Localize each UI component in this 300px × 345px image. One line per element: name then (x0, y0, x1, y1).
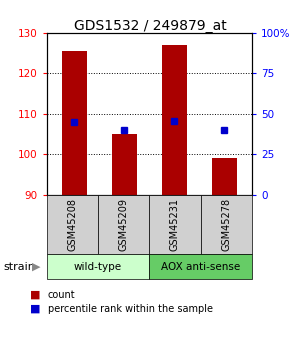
Text: AOX anti-sense: AOX anti-sense (161, 262, 240, 272)
Text: wild-type: wild-type (74, 262, 122, 272)
Text: ■: ■ (30, 290, 40, 300)
Bar (162, 45, 187, 195)
Text: GSM45278: GSM45278 (221, 198, 231, 251)
Bar (212, 158, 237, 195)
Text: strain: strain (3, 262, 35, 272)
Bar (112, 134, 137, 195)
Text: ■: ■ (30, 304, 40, 314)
Text: percentile rank within the sample: percentile rank within the sample (48, 304, 213, 314)
Text: GDS1532 / 249879_at: GDS1532 / 249879_at (74, 19, 226, 33)
Text: GSM45231: GSM45231 (170, 198, 180, 251)
Text: GSM45209: GSM45209 (118, 198, 129, 251)
Text: GSM45208: GSM45208 (67, 198, 77, 251)
Text: ▶: ▶ (32, 262, 41, 272)
Text: count: count (48, 290, 76, 300)
Bar (61, 51, 87, 195)
